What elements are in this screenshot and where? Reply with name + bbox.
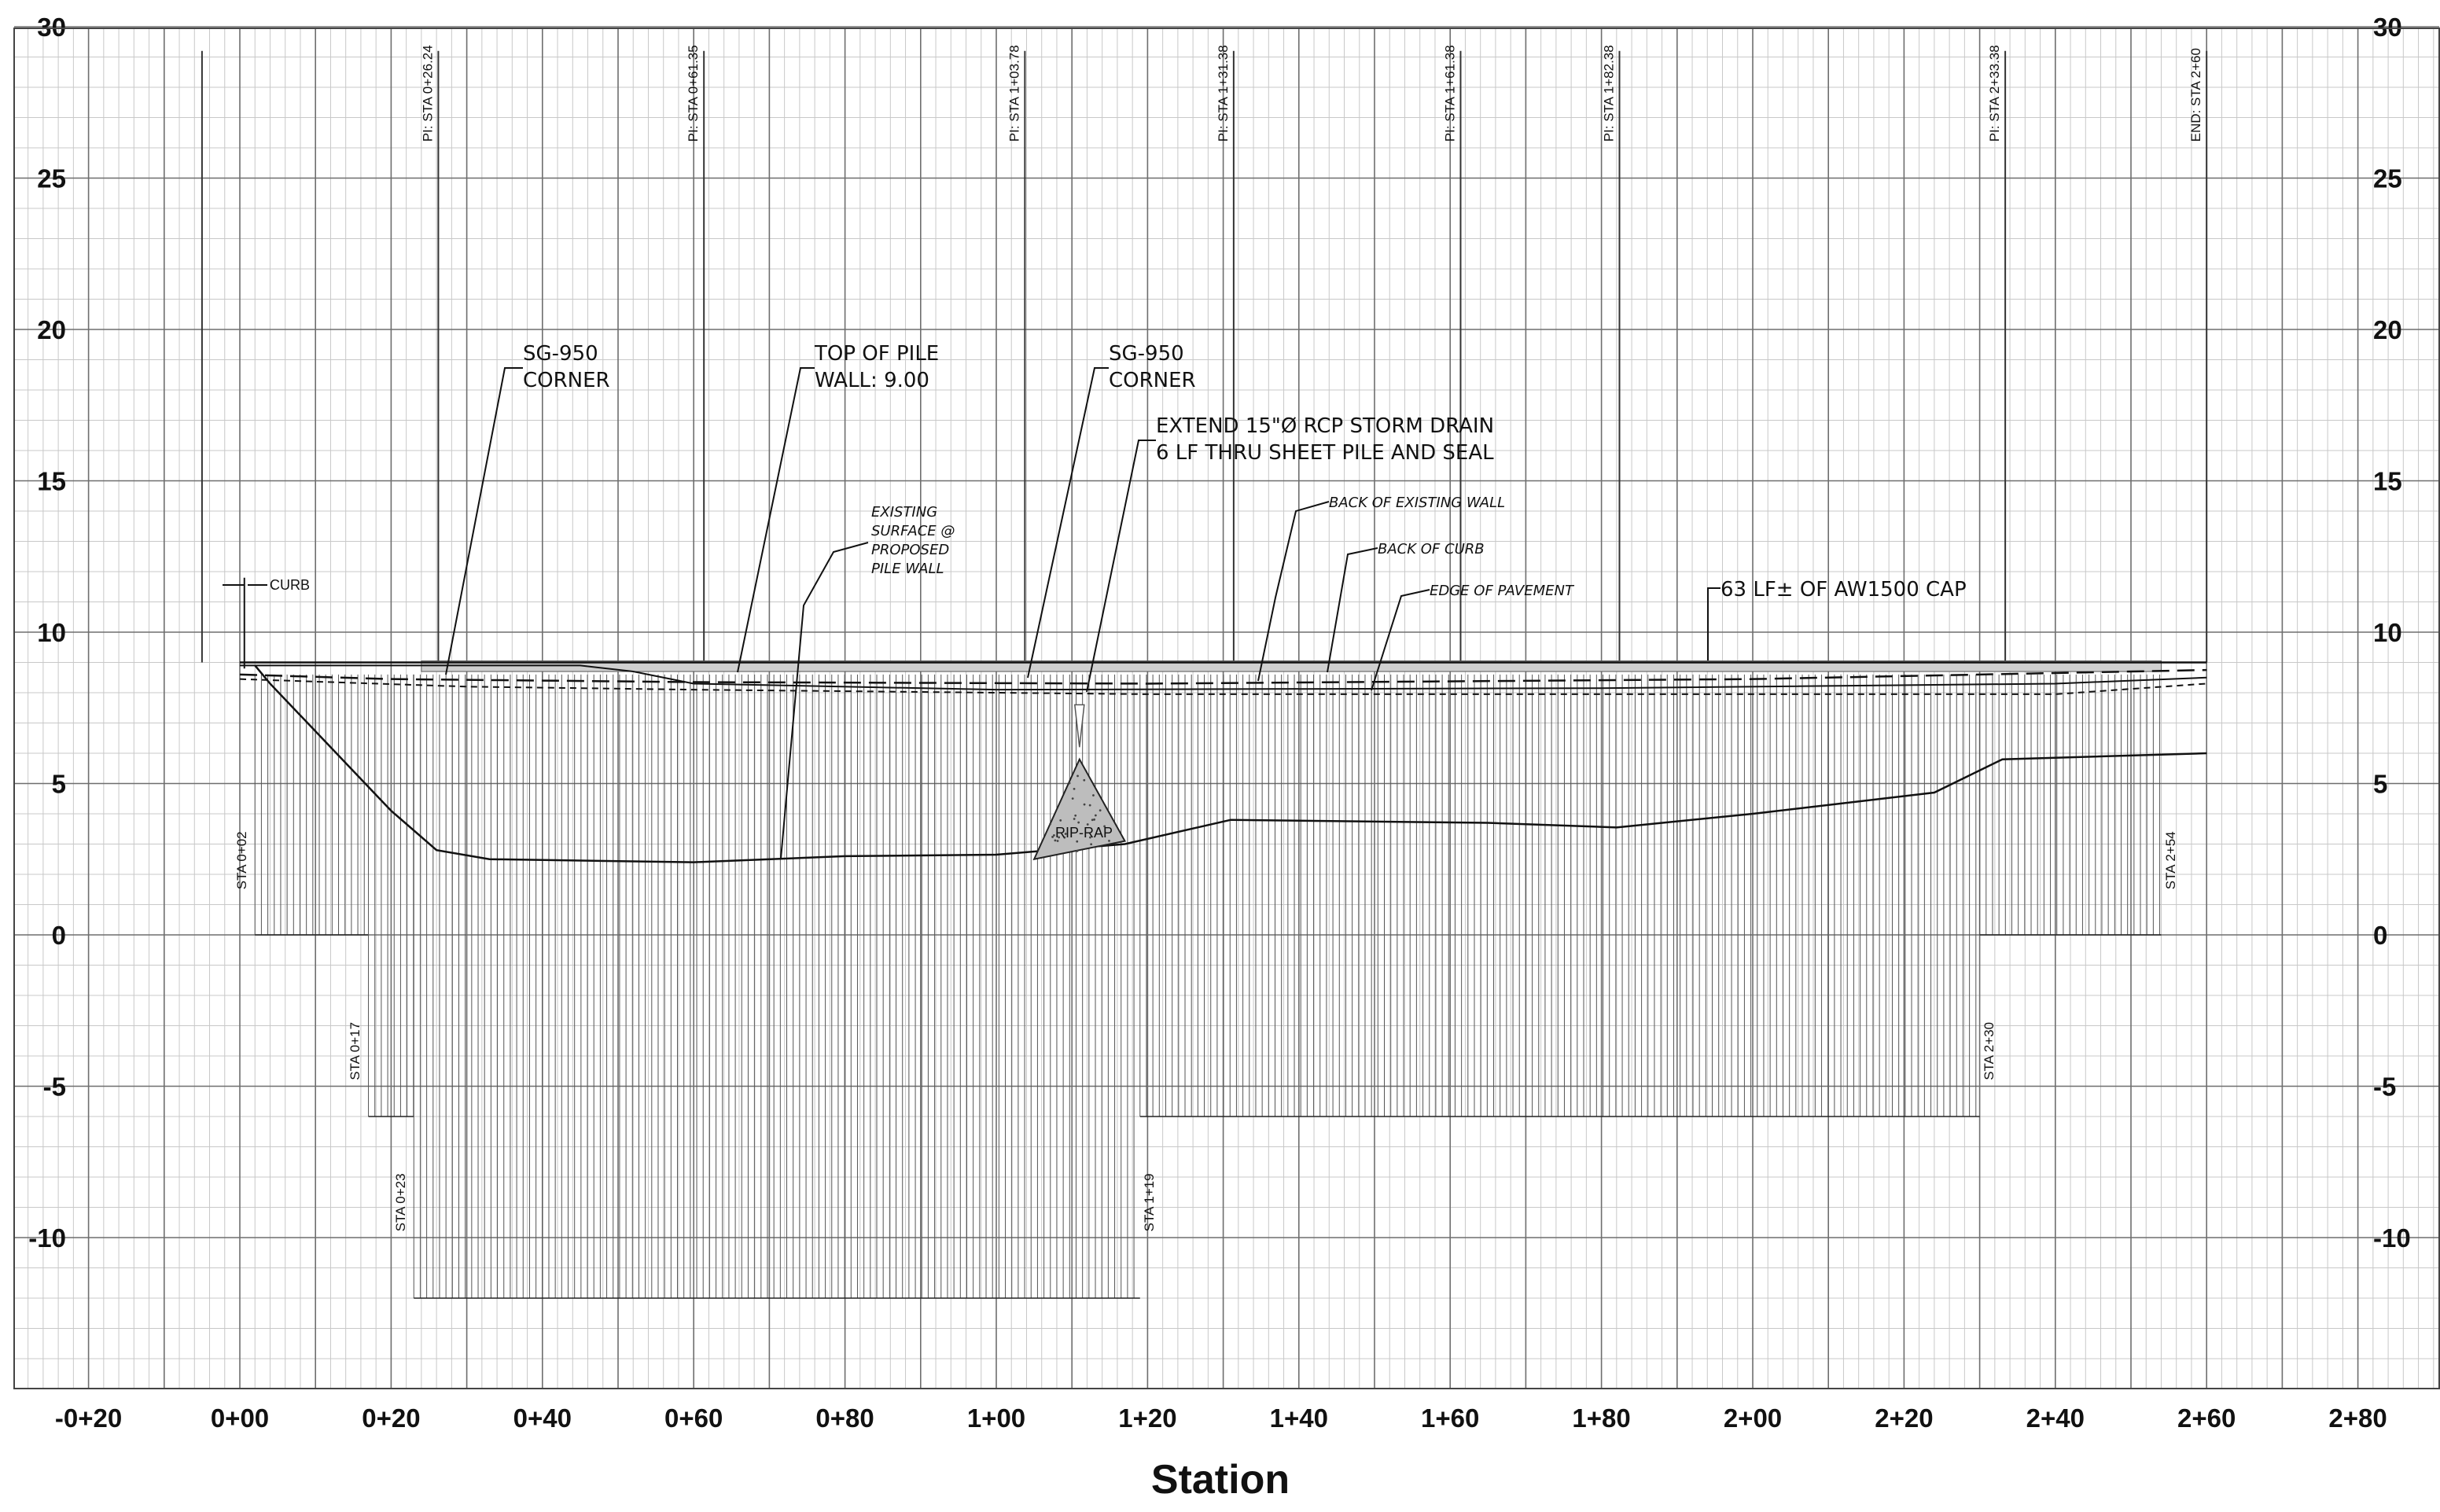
- x-tick-label: -0+20: [55, 1403, 122, 1433]
- existing-surface-line-2: SURFACE @: [871, 523, 955, 539]
- x-tick-label: 2+80: [2328, 1403, 2387, 1433]
- rip-rap-stipple: [1069, 782, 1071, 785]
- sg950-label-2: SG-950: [1109, 342, 1184, 366]
- y-tick-label-left: 10: [37, 618, 66, 647]
- pi-label: PI: STA 0+26.24: [420, 45, 435, 142]
- x-tick-label: 2+60: [2177, 1403, 2236, 1433]
- x-tick-label: 0+20: [362, 1403, 420, 1433]
- sg950-label-1: SG-950: [523, 342, 598, 366]
- storm-drain-line-1: EXTEND 15"Ø RCP STORM DRAIN: [1156, 414, 1494, 438]
- existing-surface-line-1: EXISTING: [871, 504, 937, 521]
- pi-label: PI: STA 1+03.78: [1007, 45, 1021, 142]
- rip-rap-stipple: [1077, 822, 1080, 824]
- x-tick-label: 0+40: [513, 1403, 572, 1433]
- pile-section-label: STA 2+30: [1982, 1022, 1997, 1080]
- rip-rap-stipple: [1076, 850, 1079, 852]
- pile-section-label: STA 0+02: [234, 831, 249, 889]
- pi-label: PI: STA 2+33.38: [1987, 45, 2002, 142]
- y-tick-label-left: 15: [37, 467, 66, 496]
- y-tick-label-left: -10: [28, 1223, 66, 1253]
- y-tick-label-right: 5: [2373, 770, 2387, 799]
- rip-rap-label: RIP-RAP: [1055, 825, 1113, 841]
- pi-label: PI: STA 1+31.38: [1216, 45, 1231, 142]
- y-tick-label-left: 25: [37, 164, 66, 193]
- rip-rap-stipple: [1092, 794, 1095, 796]
- x-tick-label: 1+60: [1421, 1403, 1479, 1433]
- x-tick-label: 2+40: [2026, 1403, 2085, 1433]
- pi-label: END: STA 2+60: [2188, 48, 2203, 142]
- y-tick-label-right: 30: [2373, 13, 2402, 42]
- pi-label: PI: STA 1+61.38: [1442, 45, 1457, 142]
- y-tick-label-right: -5: [2373, 1072, 2396, 1102]
- pile-section-label: STA 1+19: [1142, 1173, 1157, 1231]
- x-tick-label: 0+80: [815, 1403, 874, 1433]
- pi-label: PI: STA 1+82.38: [1601, 45, 1616, 142]
- y-tick-label-left: 30: [37, 13, 66, 42]
- rip-rap-stipple: [1095, 815, 1097, 817]
- pi-label: PI: STA 0+61.35: [686, 45, 701, 142]
- existing-surface-line-3: PROPOSED: [871, 542, 949, 558]
- rip-rap-stipple: [1049, 823, 1051, 826]
- x-tick-label: 1+00: [967, 1403, 1025, 1433]
- x-tick-label: 1+40: [1270, 1403, 1328, 1433]
- y-tick-label-right: 0: [2373, 921, 2387, 950]
- back-of-curb-label: BACK OF CURB: [1378, 541, 1485, 557]
- top-of-pile-label: TOP OF PILE: [814, 342, 939, 366]
- y-tick-label-left: 5: [52, 770, 66, 799]
- rip-rap-stipple: [1073, 818, 1076, 820]
- pile-section-label: STA 2+54: [2163, 831, 2178, 889]
- x-tick-label: 0+60: [664, 1403, 723, 1433]
- y-tick-label-left: -5: [43, 1072, 66, 1102]
- back-of-existing-wall-label: BACK OF EXISTING WALL: [1329, 495, 1505, 511]
- cap-label: 63 LF± OF AW1500 CAP: [1721, 578, 1967, 601]
- rip-rap-stipple: [1051, 836, 1054, 838]
- pile-section-label: STA 0+23: [393, 1173, 408, 1231]
- pile-section-label: STA 0+17: [348, 1022, 363, 1080]
- wall-elevation-label: WALL: 9.00: [815, 369, 929, 392]
- rip-rap-stipple: [1059, 819, 1062, 822]
- existing-surface-line-4: PILE WALL: [871, 561, 944, 577]
- rip-rap-stipple: [1084, 804, 1086, 806]
- rip-rap-stipple: [1074, 815, 1076, 817]
- storm-drain-line-2: 6 LF THRU SHEET PILE AND SEAL: [1156, 441, 1494, 465]
- curb-label: CURB: [270, 577, 310, 593]
- y-tick-label-right: 10: [2373, 618, 2402, 647]
- rip-rap-stipple: [1099, 809, 1102, 811]
- y-tick-label-right: -10: [2373, 1223, 2411, 1253]
- x-axis-title: Station: [1151, 1457, 1290, 1503]
- rip-rap-stipple: [1072, 797, 1074, 800]
- corner-label-2: CORNER: [1109, 369, 1196, 392]
- x-tick-label: 2+00: [1724, 1403, 1782, 1433]
- rip-rap-stipple: [1089, 804, 1091, 807]
- rip-rap-stipple: [1076, 774, 1079, 777]
- rip-rap-stipple: [1090, 843, 1092, 845]
- rip-rap-stipple: [1076, 841, 1078, 843]
- rip-rap-stipple: [1073, 788, 1076, 790]
- edge-of-pavement-label: EDGE OF PAVEMENT: [1430, 583, 1575, 599]
- rip-rap-stipple: [1093, 819, 1095, 821]
- y-tick-label-left: 20: [37, 315, 66, 344]
- x-tick-label: 0+00: [211, 1403, 269, 1433]
- corner-label-1: CORNER: [523, 369, 610, 392]
- x-tick-label: 1+80: [1572, 1403, 1630, 1433]
- y-tick-label-right: 25: [2373, 164, 2402, 193]
- y-tick-label-left: 0: [52, 921, 66, 950]
- x-tick-label: 2+20: [1875, 1403, 1933, 1433]
- rip-rap-stipple: [1083, 779, 1085, 782]
- y-tick-label-right: 20: [2373, 315, 2402, 344]
- x-tick-label: 1+20: [1118, 1403, 1176, 1433]
- rip-rap-stipple: [1091, 819, 1094, 821]
- y-tick-label-right: 15: [2373, 467, 2402, 496]
